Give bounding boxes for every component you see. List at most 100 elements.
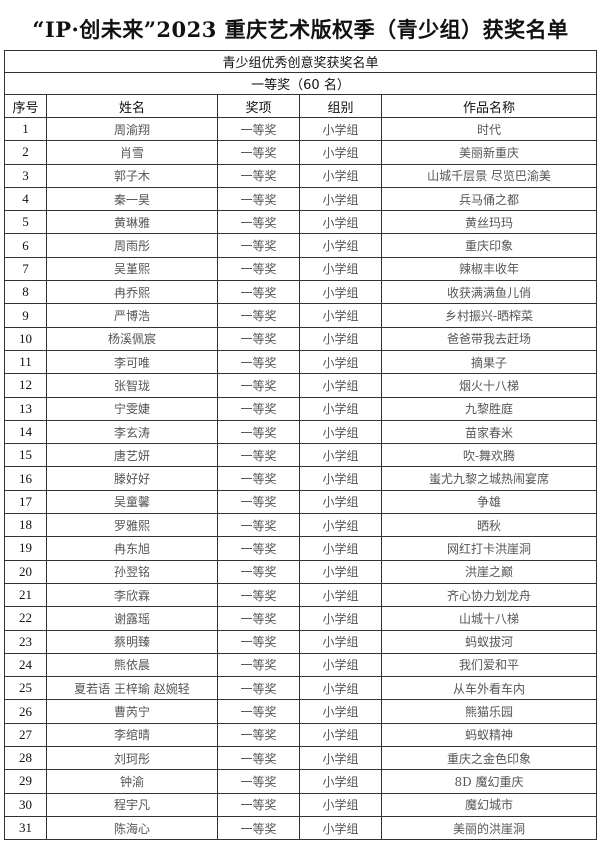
table-row: 3 郭子木 一等奖 小学组 山城千层景 尽览巴渝美 [4,163,597,188]
cell-work: 蚩尤九黎之城热闹宴席 [381,466,597,491]
table-row: 17 吴童馨 一等奖 小学组 争雄 [4,489,597,515]
cell-award: 一等奖 [217,652,300,678]
table-row: 28 刘珂彤 一等奖 小学组 重庆之金色印象 [4,746,597,771]
cell-index: 22 [4,606,47,631]
cell-group: 小学组 [299,210,382,235]
cell-work: 网红打卡洪崖洞 [381,536,597,561]
table-row: 1 周渝翔 一等奖 小学组 时代 [4,116,597,142]
cell-name: 冉东旭 [46,536,218,561]
cell-group: 小学组 [299,256,382,282]
cell-name: 蔡明臻 [46,629,218,654]
cell-index: 20 [4,559,47,584]
cell-award: 一等奖 [217,699,300,724]
header-group: 组别 [299,94,382,118]
table-row: 5 黄琳雅 一等奖 小学组 黄丝玛玛 [4,210,597,235]
cell-name: 唐艺妍 [46,443,218,468]
cell-group: 小学组 [299,163,382,188]
cell-name: 周雨彤 [46,233,218,258]
cell-index: 11 [4,349,47,375]
cell-group: 小学组 [299,582,382,608]
cell-group: 小学组 [299,559,382,584]
section-title: 青少组优秀创意奖获奖名单 [4,50,597,73]
cell-index: 15 [4,443,47,468]
cell-work: 齐心协力划龙舟 [381,582,597,608]
cell-award: 一等奖 [217,186,300,212]
cell-index: 29 [4,769,47,794]
cell-award: 一等奖 [217,792,300,817]
cell-name: 李欣霖 [46,582,218,608]
cell-work: 爸爸带我去赶场 [381,326,597,351]
cell-index: 25 [4,676,47,701]
cell-name: 罗雅熙 [46,513,218,538]
table-row: 31 陈海心 一等奖 小学组 美丽的洪崖洞 [4,815,597,841]
cell-index: 1 [4,116,47,142]
cell-work: 九黎胜庭 [381,396,597,421]
cell-group: 小学组 [299,419,382,445]
cell-group: 小学组 [299,303,382,328]
cell-group: 小学组 [299,466,382,491]
cell-work: 争雄 [381,489,597,515]
award-table: 青少组优秀创意奖获奖名单 一等奖（60 名） 序号 姓名 奖项 组别 作品名称 … [4,50,597,841]
cell-index: 28 [4,746,47,771]
cell-award: 一等奖 [217,536,300,561]
table-row: 8 冉乔熙 一等奖 小学组 收获满满鱼儿俏 [4,280,597,305]
cell-index: 2 [4,140,47,165]
cell-index: 18 [4,513,47,538]
table-row: 14 李玄涛 一等奖 小学组 苗家春米 [4,419,597,445]
header-name: 姓名 [46,94,218,118]
cell-work: 辣椒丰收年 [381,256,597,282]
cell-work: 魔幻城市 [381,792,597,817]
cell-group: 小学组 [299,140,382,165]
cell-work: 摘果子 [381,349,597,375]
cell-work: 美丽的洪崖洞 [381,815,597,841]
table-row: 16 滕好好 一等奖 小学组 蚩尤九黎之城热闹宴席 [4,466,597,491]
cell-index: 23 [4,629,47,654]
cell-group: 小学组 [299,233,382,258]
cell-name: 夏若语 王梓瑜 赵婉轻 [46,676,218,701]
cell-group: 小学组 [299,746,382,771]
cell-group: 小学组 [299,186,382,212]
cell-award: 一等奖 [217,443,300,468]
cell-name: 李绾晴 [46,722,218,748]
cell-work: 苗家春米 [381,419,597,445]
cell-name: 黄琳雅 [46,210,218,235]
cell-group: 小学组 [299,280,382,305]
cell-award: 一等奖 [217,349,300,375]
table-row: 18 罗雅熙 一等奖 小学组 晒秋 [4,513,597,538]
cell-group: 小学组 [299,349,382,375]
table-row: 12 张智珑 一等奖 小学组 烟火十八梯 [4,373,597,398]
cell-work: 乡村振兴-晒榨菜 [381,303,597,328]
cell-award: 一等奖 [217,582,300,608]
cell-name: 孙翌铭 [46,559,218,584]
cell-work: 蚂蚁拔河 [381,629,597,654]
cell-name: 宁雯婕 [46,396,218,421]
cell-name: 程宇凡 [46,792,218,817]
cell-work: 重庆之金色印象 [381,746,597,771]
cell-index: 24 [4,652,47,678]
cell-award: 一等奖 [217,116,300,142]
cell-group: 小学组 [299,792,382,817]
cell-group: 小学组 [299,536,382,561]
cell-name: 秦一昊 [46,186,218,212]
cell-group: 小学组 [299,489,382,515]
cell-award: 一等奖 [217,233,300,258]
cell-index: 5 [4,210,47,235]
cell-index: 19 [4,536,47,561]
cell-name: 张智珑 [46,373,218,398]
header-index: 序号 [4,94,47,118]
table-row: 15 唐艺妍 一等奖 小学组 吹-舞欢腾 [4,443,597,468]
cell-index: 6 [4,233,47,258]
cell-group: 小学组 [299,676,382,701]
cell-index: 3 [4,163,47,188]
cell-index: 31 [4,815,47,841]
cell-award: 一等奖 [217,280,300,305]
cell-index: 27 [4,722,47,748]
cell-award: 一等奖 [217,396,300,421]
table-row: 20 孙翌铭 一等奖 小学组 洪崖之巅 [4,559,597,584]
cell-group: 小学组 [299,513,382,538]
cell-index: 26 [4,699,47,724]
cell-name: 滕好好 [46,466,218,491]
cell-work: 时代 [381,116,597,142]
table-row: 9 严博浩 一等奖 小学组 乡村振兴-晒榨菜 [4,303,597,328]
cell-group: 小学组 [299,629,382,654]
